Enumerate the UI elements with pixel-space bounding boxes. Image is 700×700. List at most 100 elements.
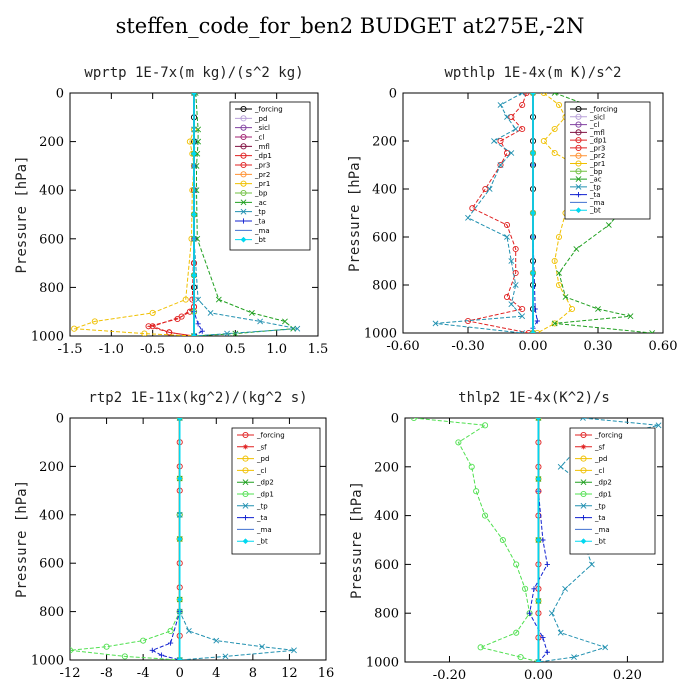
legend-label: _bt: [594, 538, 606, 546]
data-point: [482, 422, 489, 429]
y-tick-label: 600: [374, 558, 399, 573]
data-point: [141, 330, 148, 336]
x-tick-label: -8: [100, 666, 113, 681]
data-point: [519, 305, 526, 313]
panel-title: wpthlp 1E-4x(m K)/s^2: [444, 65, 621, 81]
legend-marker: [575, 160, 582, 167]
data-point: [410, 418, 417, 422]
legend-label: _pr2: [254, 171, 270, 179]
legend-label: _bt: [256, 538, 268, 546]
legend-label: _dp1: [594, 491, 612, 499]
data-point: [182, 296, 189, 303]
data-point: [215, 296, 222, 303]
legend-marker: [580, 444, 587, 450]
y-tick-label: 200: [39, 135, 64, 150]
data-point: [178, 313, 185, 320]
data-point: [544, 561, 550, 567]
x-tick-label: 0.00: [524, 668, 553, 683]
data-point: [158, 652, 165, 658]
legend-label: _forcing: [256, 432, 285, 440]
x-tick-label: -4: [137, 666, 150, 681]
data-point: [519, 313, 526, 320]
legend-marker: [240, 218, 247, 224]
legend-label: _tp: [594, 502, 606, 510]
legend-label: _bt: [254, 236, 266, 244]
legend-label: _pd: [594, 455, 607, 463]
data-point: [535, 418, 542, 421]
legend-label: _sf: [594, 443, 605, 451]
legend-label: _bp: [589, 168, 603, 176]
data-point: [562, 585, 569, 592]
legend-marker: [575, 183, 582, 190]
y-tick-label: 600: [39, 557, 64, 572]
x-tick-label: 0.00: [519, 339, 548, 354]
data-point: [512, 282, 519, 288]
data-point: [191, 187, 198, 194]
data-point: [551, 257, 558, 265]
legend-label: _mfl: [254, 143, 270, 151]
data-point: [140, 637, 147, 644]
data-point: [191, 93, 197, 96]
legend-label: _forcing: [254, 106, 283, 114]
data-point: [167, 640, 174, 646]
legend-marker: [575, 105, 582, 113]
data-point: [482, 512, 489, 519]
y-tick-label: 400: [372, 183, 397, 198]
data-point: [149, 309, 156, 316]
y-tick-label: 0: [391, 412, 399, 427]
y-tick-label: 600: [39, 232, 64, 247]
legend-label: _pr3: [589, 144, 605, 152]
legend-marker: [240, 199, 247, 206]
plot-frame: [69, 417, 327, 661]
legend-marker: [240, 208, 247, 215]
data-point: [530, 270, 536, 276]
data-point: [551, 320, 558, 327]
legend-marker: [575, 129, 582, 136]
data-point: [595, 306, 601, 312]
data-point: [508, 150, 515, 156]
plot-frame: [404, 417, 664, 663]
legend: _forcing _sf _pd _cl _dp2 _dp1 _tp _ta _ma _bt: [231, 427, 321, 555]
legend-marker: [580, 431, 587, 439]
x-tick-label: 0.20: [613, 668, 642, 683]
data-point: [513, 629, 520, 636]
series-group: [71, 93, 301, 336]
data-point: [176, 418, 183, 421]
legend-marker: [240, 152, 247, 159]
figure-title: steffen_code_for_ben2 BUDGET at275E,-2N: [115, 14, 585, 38]
legend-label: _ma: [254, 227, 270, 235]
data-point: [497, 137, 504, 145]
legend-marker: [580, 479, 587, 486]
data-point: [176, 536, 183, 542]
series-group: [70, 418, 297, 660]
data-point: [491, 138, 497, 144]
legend-marker: [575, 121, 582, 128]
legend-label: _pr1: [589, 160, 605, 168]
legend-marker: [242, 479, 249, 486]
data-point: [512, 269, 519, 277]
data-point: [468, 463, 475, 470]
data-point: [517, 654, 524, 661]
legend-marker: [580, 455, 587, 462]
legend-marker: [580, 502, 587, 509]
legend-label: _bp: [254, 190, 268, 198]
legend-marker: [575, 137, 582, 144]
legend-box: [231, 427, 321, 555]
y-tick-label: 200: [374, 460, 399, 475]
legend-label: _sf: [256, 443, 267, 451]
series-line: [193, 93, 298, 336]
data-point: [573, 246, 580, 252]
data-point: [605, 222, 612, 228]
data-point: [176, 596, 183, 603]
data-point: [191, 333, 197, 336]
data-point: [503, 149, 511, 157]
data-point: [504, 234, 510, 240]
data-point: [530, 330, 536, 333]
y-axis-label: Pressure [hPa]: [349, 481, 365, 599]
legend-marker: [240, 105, 247, 113]
data-point: [551, 93, 558, 96]
data-point: [519, 125, 526, 133]
legend-label: _bt: [589, 207, 601, 215]
data-point: [555, 101, 563, 109]
data-point: [530, 210, 536, 216]
